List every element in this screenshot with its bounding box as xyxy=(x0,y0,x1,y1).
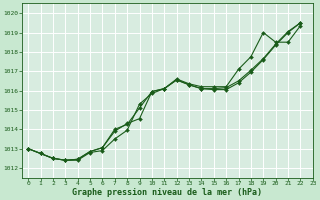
X-axis label: Graphe pression niveau de la mer (hPa): Graphe pression niveau de la mer (hPa) xyxy=(72,188,262,197)
